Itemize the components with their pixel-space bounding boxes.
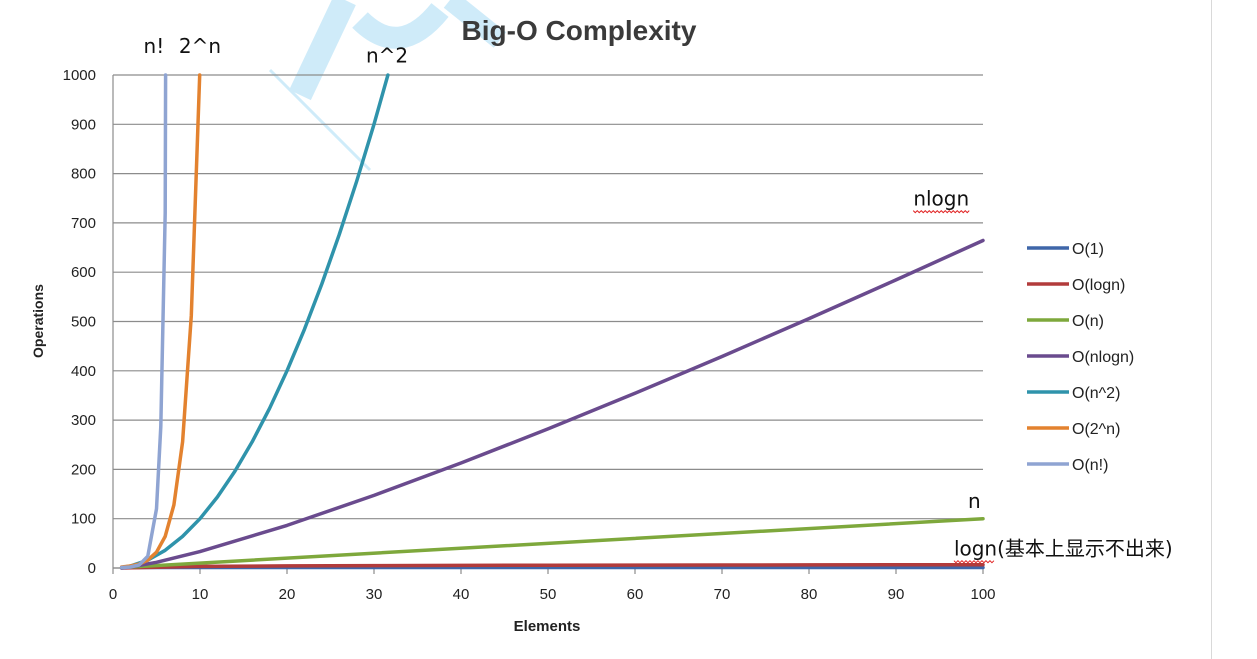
series-line-o-n [119, 516, 985, 570]
x-tick-label: 0 [109, 586, 117, 603]
x-tick-label: 20 [279, 586, 296, 603]
annotation-label: nlogn [913, 187, 969, 211]
x-tick-label: 50 [540, 586, 557, 603]
big-o-complexity-chart: 0 100 200 300 400 500 600 700 800 900 1000 0 10 20 30 4… [0, 0, 1211, 659]
spellcheck-squiggle [953, 559, 995, 564]
legend-label: O(n^2) [1072, 385, 1120, 402]
y-tick-label: 900 [71, 116, 96, 133]
series-line-o-n [119, 73, 168, 570]
series-lines [119, 73, 985, 570]
x-tick-label: 40 [453, 586, 470, 603]
annotation-label: n! [144, 34, 165, 58]
annotation-label: n [968, 489, 981, 513]
chart-title: Big-O Complexity [462, 15, 697, 46]
legend-label: O(n) [1072, 313, 1104, 330]
chart-background [0, 0, 1211, 659]
y-tick-label: 600 [71, 264, 96, 281]
legend-label: O(2^n) [1072, 421, 1120, 438]
series-line-o-nlogn [119, 238, 985, 570]
x-tick-label: 10 [192, 586, 209, 603]
y-tick-label: 700 [71, 215, 96, 232]
legend: O(1) O(logn) O(n) O(nlogn) O(n^2) O(2^n) O(n!) [1027, 241, 1134, 474]
y-axis-label: Operations [30, 284, 46, 358]
y-tick-label: 400 [71, 363, 96, 380]
spellcheck-squiggle [912, 209, 970, 214]
y-tick-label: 0 [88, 560, 96, 577]
y-tick-label: 300 [71, 412, 96, 429]
y-tick-label: 500 [71, 314, 96, 331]
watermark [268, 0, 507, 172]
gridlines [113, 74, 983, 569]
series-line-o-logn [119, 562, 985, 570]
annotations: n! 2^n n^2 nlogn n logn(基本上显示不出来) [144, 34, 1173, 564]
x-tick-label: 60 [627, 586, 644, 603]
legend-label: O(logn) [1072, 277, 1125, 294]
legend-label: O(n!) [1072, 457, 1108, 474]
y-tick-label: 1000 [63, 67, 96, 84]
x-tick-label: 100 [970, 586, 995, 603]
series-line-o-n-2 [119, 73, 390, 570]
y-tick-label: 100 [71, 511, 96, 528]
legend-label: O(1) [1072, 241, 1104, 258]
y-tick-label: 200 [71, 461, 96, 478]
side-panel [1211, 0, 1257, 659]
y-tick-label: 800 [71, 166, 96, 183]
legend-label: O(nlogn) [1072, 349, 1134, 366]
x-tick-label: 30 [366, 586, 383, 603]
x-tick-label: 80 [801, 586, 818, 603]
x-tick-label: 70 [714, 586, 731, 603]
x-axis-label: Elements [514, 618, 581, 635]
x-tick-label: 90 [888, 586, 905, 603]
annotation-label: n^2 [366, 44, 408, 68]
annotation-label: logn(基本上显示不出来) [954, 537, 1173, 561]
annotation-label: 2^n [179, 34, 221, 58]
